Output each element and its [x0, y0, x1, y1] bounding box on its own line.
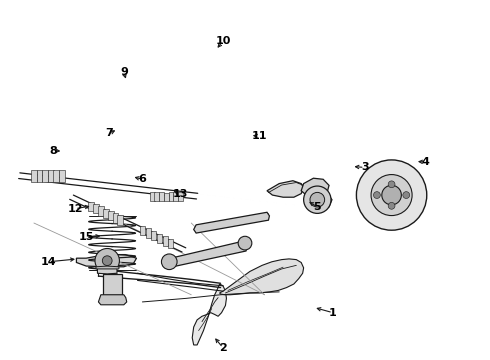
Polygon shape	[220, 259, 304, 295]
Polygon shape	[76, 255, 137, 267]
Polygon shape	[93, 204, 99, 213]
Text: 5: 5	[314, 202, 321, 212]
Circle shape	[373, 192, 380, 198]
Polygon shape	[98, 295, 127, 305]
Polygon shape	[305, 194, 332, 211]
Polygon shape	[98, 206, 104, 216]
Polygon shape	[151, 231, 156, 240]
Polygon shape	[59, 170, 65, 182]
Polygon shape	[150, 192, 155, 201]
Polygon shape	[192, 284, 226, 345]
Polygon shape	[108, 211, 114, 220]
Polygon shape	[103, 208, 109, 218]
Polygon shape	[96, 266, 119, 269]
Polygon shape	[194, 212, 270, 233]
Polygon shape	[31, 170, 37, 182]
Circle shape	[238, 236, 252, 250]
Text: 10: 10	[215, 36, 231, 46]
Text: 14: 14	[41, 257, 56, 267]
Polygon shape	[168, 241, 247, 267]
Polygon shape	[88, 202, 94, 211]
Text: 9: 9	[120, 67, 128, 77]
Polygon shape	[164, 193, 169, 201]
Circle shape	[403, 192, 410, 198]
Circle shape	[95, 248, 120, 273]
Polygon shape	[169, 193, 173, 201]
Circle shape	[388, 181, 395, 188]
Text: 2: 2	[219, 343, 227, 353]
Polygon shape	[48, 170, 53, 181]
Text: 1: 1	[329, 308, 337, 318]
Text: 6: 6	[139, 174, 147, 184]
Circle shape	[382, 185, 401, 205]
Text: 3: 3	[361, 162, 368, 172]
Polygon shape	[267, 181, 304, 197]
Circle shape	[310, 192, 325, 207]
Polygon shape	[301, 178, 329, 197]
Polygon shape	[159, 193, 164, 201]
Circle shape	[388, 202, 395, 209]
Polygon shape	[42, 170, 48, 181]
Polygon shape	[178, 192, 183, 201]
Polygon shape	[157, 234, 162, 243]
Circle shape	[371, 175, 412, 216]
Text: 7: 7	[105, 129, 113, 138]
Polygon shape	[154, 193, 159, 201]
Text: 4: 4	[422, 157, 430, 167]
Polygon shape	[98, 267, 117, 274]
Polygon shape	[168, 239, 173, 248]
Polygon shape	[163, 237, 168, 246]
Text: 8: 8	[49, 145, 57, 156]
Circle shape	[304, 186, 331, 213]
Text: 15: 15	[78, 232, 94, 242]
Polygon shape	[53, 170, 59, 182]
Polygon shape	[173, 193, 178, 201]
Circle shape	[102, 256, 112, 266]
Circle shape	[161, 254, 177, 270]
Text: 13: 13	[173, 189, 188, 199]
Polygon shape	[140, 226, 145, 235]
Polygon shape	[113, 213, 119, 222]
Polygon shape	[146, 229, 150, 238]
Text: 12: 12	[67, 204, 83, 214]
Circle shape	[356, 160, 427, 230]
Polygon shape	[37, 170, 43, 182]
Polygon shape	[103, 274, 122, 295]
Text: 11: 11	[252, 131, 268, 141]
Polygon shape	[118, 216, 123, 225]
